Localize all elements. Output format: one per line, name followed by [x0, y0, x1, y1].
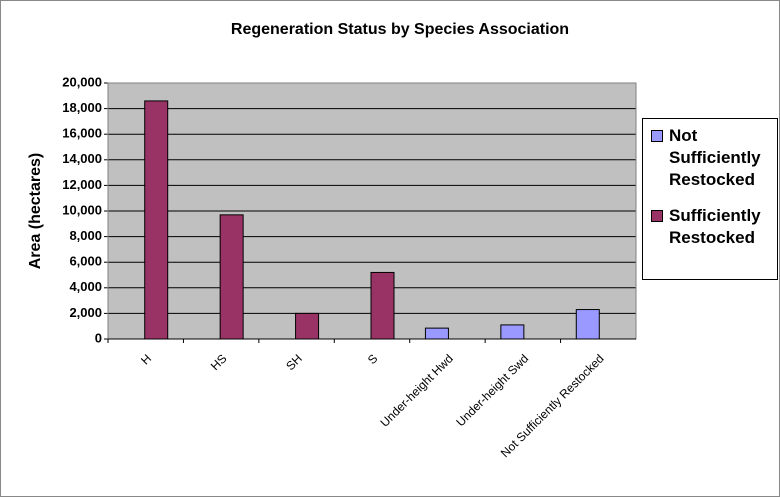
- legend-swatch: [651, 130, 663, 142]
- bar: [500, 324, 525, 340]
- legend: Not Sufficiently Restocked Sufficiently R…: [642, 118, 778, 280]
- y-tick-label: 14,000: [62, 151, 102, 166]
- bar: [424, 327, 449, 340]
- y-axis-title: Area (hectares): [27, 153, 44, 270]
- bar: [370, 271, 395, 340]
- bar: [575, 309, 600, 340]
- legend-swatch: [651, 210, 663, 222]
- y-tick-label: 18,000: [62, 100, 102, 115]
- y-tick-label: 6,000: [69, 254, 102, 269]
- chart-title: Regeneration Status by Species Associati…: [231, 21, 569, 38]
- bar: [144, 100, 169, 340]
- y-tick-label: 16,000: [62, 126, 102, 141]
- y-tick-label: 12,000: [62, 177, 102, 192]
- y-tick-label: 10,000: [62, 202, 102, 217]
- y-tick-label: 2,000: [69, 305, 102, 320]
- y-tick-label: 4,000: [69, 279, 102, 294]
- legend-label: Not Sufficiently Restocked: [669, 126, 761, 189]
- legend-entry: Not Sufficiently Restocked: [651, 125, 777, 191]
- y-tick-label: 20,000: [62, 74, 102, 89]
- y-tick-label: 8,000: [69, 228, 102, 243]
- bar: [219, 214, 244, 340]
- legend-label: Sufficiently Restocked: [669, 206, 761, 247]
- bar: [295, 312, 320, 340]
- y-tick-label: 0: [95, 330, 102, 345]
- legend-entry: Sufficiently Restocked: [651, 205, 777, 249]
